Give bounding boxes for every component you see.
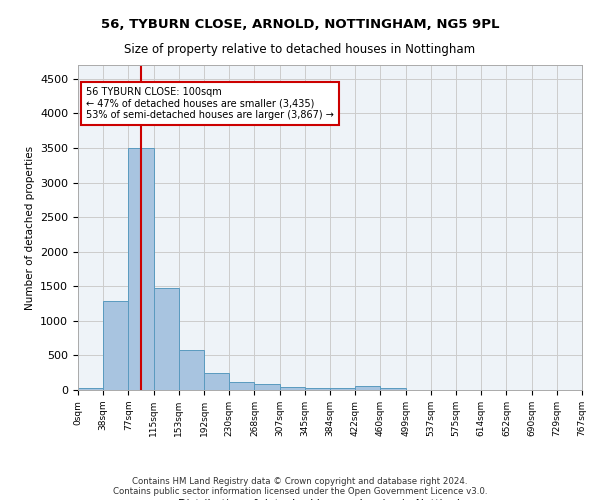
Bar <box>330 388 355 390</box>
Bar <box>154 288 179 390</box>
Text: Contains HM Land Registry data © Crown copyright and database right 2024.: Contains HM Land Registry data © Crown c… <box>132 477 468 486</box>
X-axis label: Distribution of detached houses by size in Nottingham: Distribution of detached houses by size … <box>178 498 482 500</box>
Bar <box>229 382 254 390</box>
Text: 56 TYBURN CLOSE: 100sqm
← 47% of detached houses are smaller (3,435)
53% of semi: 56 TYBURN CLOSE: 100sqm ← 47% of detache… <box>86 87 334 120</box>
Bar <box>204 374 229 390</box>
Text: 56, TYBURN CLOSE, ARNOLD, NOTTINGHAM, NG5 9PL: 56, TYBURN CLOSE, ARNOLD, NOTTINGHAM, NG… <box>101 18 499 30</box>
Bar <box>78 388 103 390</box>
Bar <box>103 302 128 390</box>
Y-axis label: Number of detached properties: Number of detached properties <box>25 146 35 310</box>
Text: Size of property relative to detached houses in Nottingham: Size of property relative to detached ho… <box>124 42 476 56</box>
Bar <box>355 386 380 390</box>
Bar <box>254 384 280 390</box>
Text: Contains public sector information licensed under the Open Government Licence v3: Contains public sector information licen… <box>113 487 487 496</box>
Bar <box>305 388 330 390</box>
Bar <box>128 148 154 390</box>
Bar <box>380 388 406 390</box>
Bar <box>280 386 305 390</box>
Bar <box>179 350 204 390</box>
